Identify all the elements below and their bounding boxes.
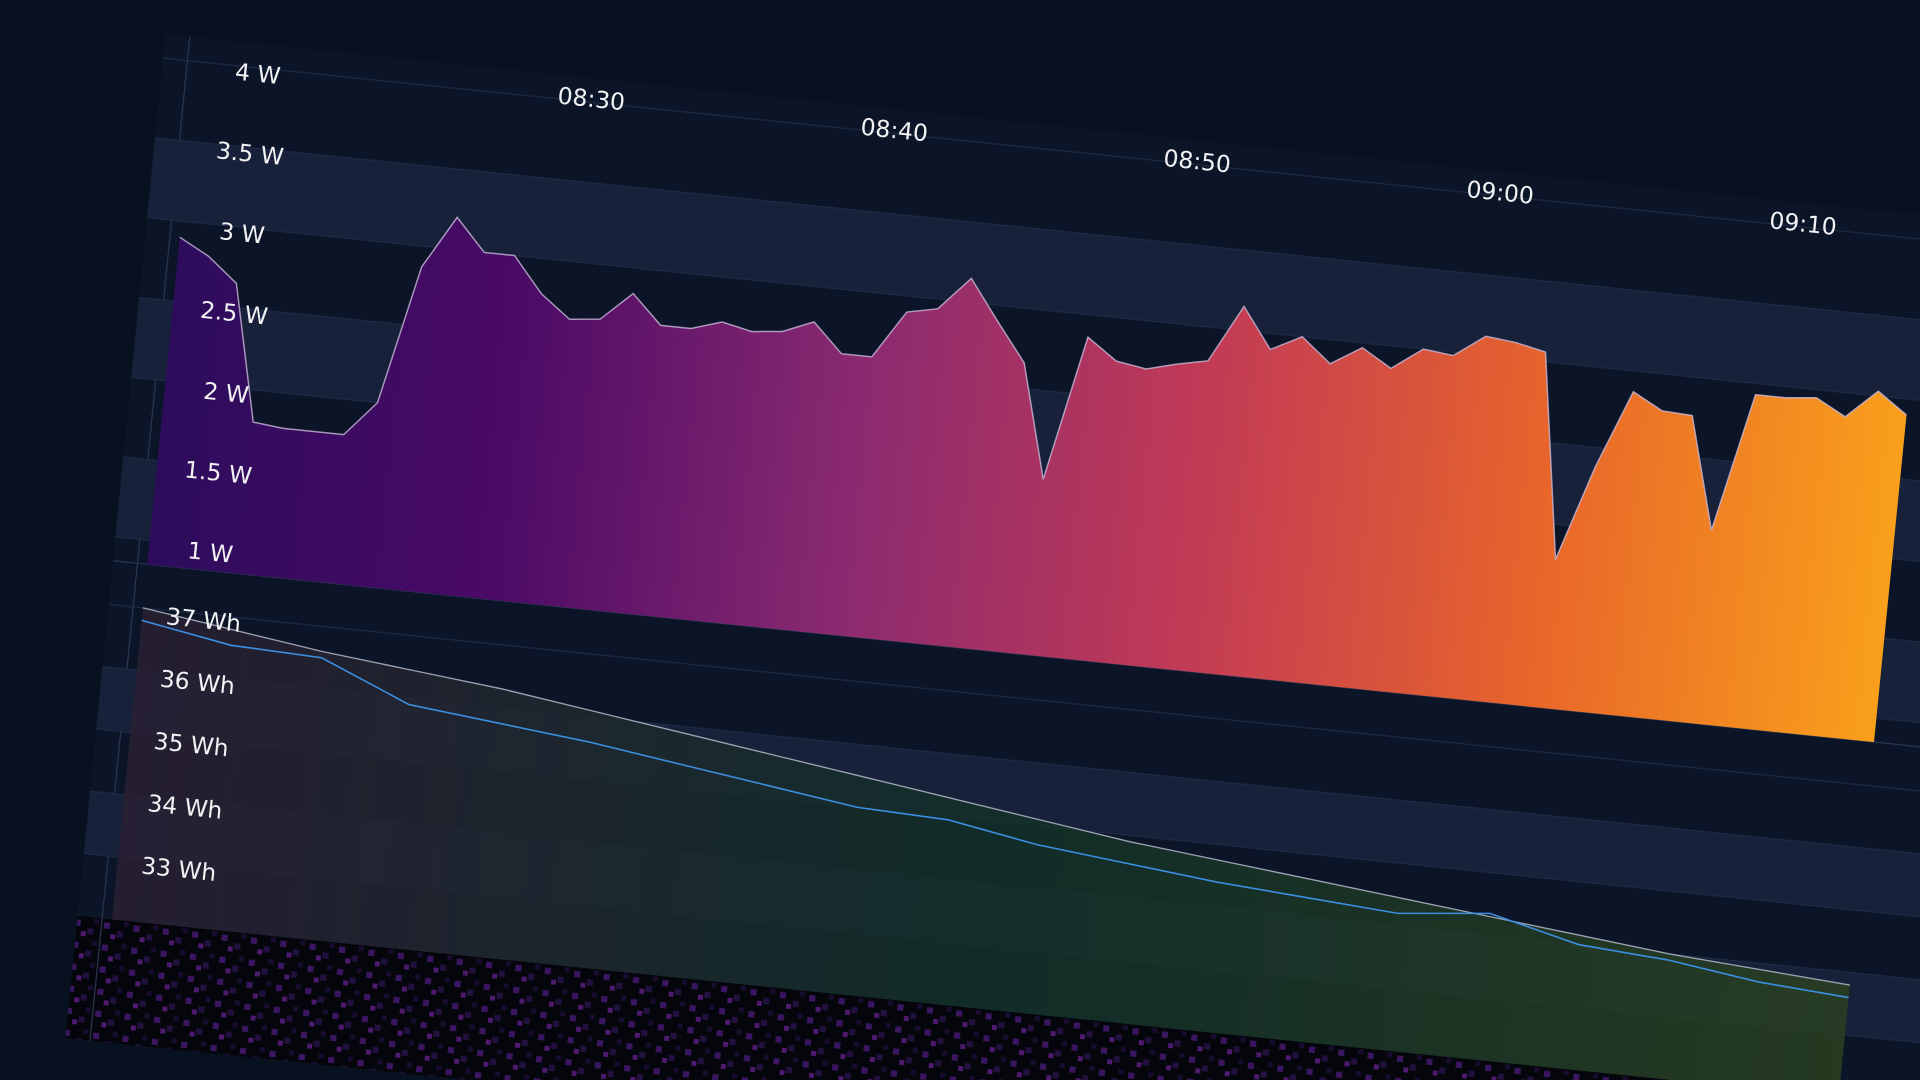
y-tick-label: 2 W [202,377,250,410]
area-fill [111,607,1850,1080]
y-tick-label: 2.5 W [199,296,269,331]
area-fill [147,217,1907,743]
y-tick-label: 1.5 W [183,455,253,490]
grid-line [162,57,1920,276]
x-tick-label: 09:10 [1768,206,1838,241]
line [141,619,1849,999]
y-tick-label: 4 W [234,58,282,91]
x-tick-label: 08:50 [1162,144,1232,179]
x-tick-label: 08:40 [859,113,929,148]
grid-line [154,137,1920,356]
grid-line [108,603,1920,822]
chart-frame: 08:30 08:40 08:50 09:00 09:10 1 W 1.5 W 2 W 2.5 … [65,34,1920,1080]
y-tick-label: 1 W [186,536,234,569]
grid-band [147,137,1920,433]
x-tick-label: 08:30 [556,81,626,116]
y-tick-label: 3 W [218,217,266,250]
area-line [179,216,1907,560]
y-tick-label: 3.5 W [215,136,285,171]
line [142,607,1850,986]
x-tick-label: 09:00 [1465,175,1535,210]
heatmap-strip [65,915,1920,1080]
